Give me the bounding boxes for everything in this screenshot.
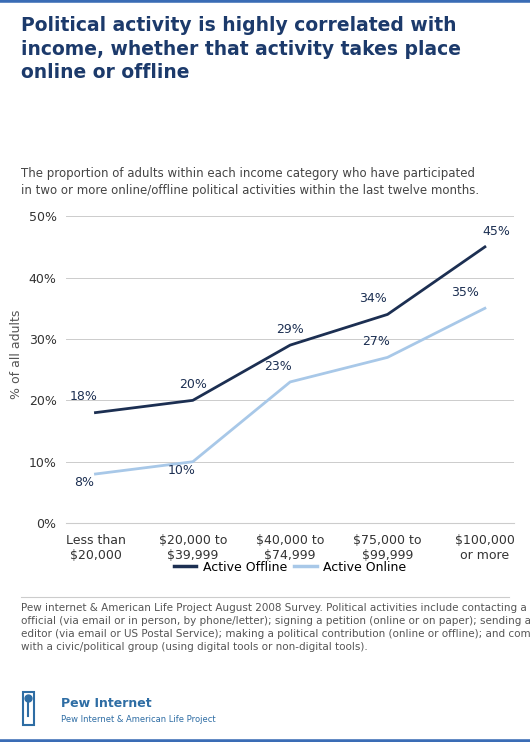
Text: 34%: 34% xyxy=(359,292,387,305)
Text: Political activity is highly correlated with
income, whether that activity takes: Political activity is highly correlated … xyxy=(21,16,461,82)
Text: Pew internet & American Life Project August 2008 Survey. Political activities in: Pew internet & American Life Project Aug… xyxy=(21,603,530,652)
Text: Pew Internet & American Life Project: Pew Internet & American Life Project xyxy=(61,715,216,724)
Legend: Active Offline, Active Online: Active Offline, Active Online xyxy=(169,556,411,580)
Text: 27%: 27% xyxy=(362,335,390,348)
Bar xyxy=(23,692,34,724)
Text: Pew Internet: Pew Internet xyxy=(61,697,152,710)
Text: 23%: 23% xyxy=(264,360,293,372)
Text: 18%: 18% xyxy=(70,390,98,404)
Text: 10%: 10% xyxy=(167,464,195,477)
Text: 45%: 45% xyxy=(483,225,510,237)
Text: 29%: 29% xyxy=(276,323,304,336)
Text: 35%: 35% xyxy=(452,286,479,299)
Text: 8%: 8% xyxy=(74,476,94,490)
Text: The proportion of adults within each income category who have participated
in tw: The proportion of adults within each inc… xyxy=(21,167,479,197)
Text: 20%: 20% xyxy=(179,378,207,391)
Y-axis label: % of all adults: % of all adults xyxy=(10,309,23,399)
